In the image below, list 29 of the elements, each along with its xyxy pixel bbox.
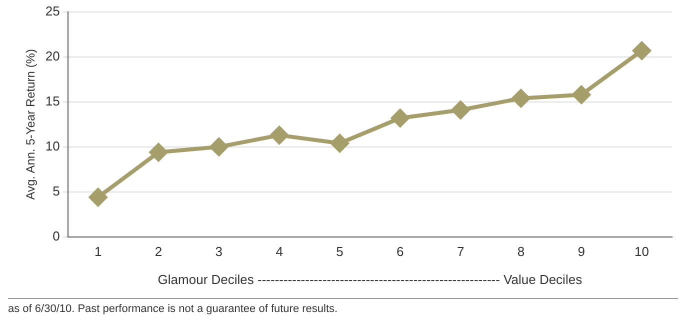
text: as of 6/30/10. Past performance is not a guarantee of future results. [8,298,678,315]
point [270,126,288,144]
y-tick-label: 20 [45,48,60,64]
y-tick-label: 15 [45,94,60,108]
y-tick-label: 0 [52,228,60,244]
point [330,134,349,152]
x-tick-label: 8 [517,244,525,260]
y-axis-title: Avg. Ann. 5-Year Return (%) [24,49,38,200]
point [210,138,228,156]
x-tick-label: 4 [276,244,283,260]
x-tick-label: 6 [396,244,404,260]
x-tick-label: 7 [456,244,464,260]
y-tick-label: 5 [52,183,60,198]
y-tick-label: 10 [45,138,60,154]
x-tick-label: 1 [94,244,102,260]
x-axis-title: Glamour Deciles -------------------------------------------------------- Value Deciles [158,272,583,287]
x-tick-label: 10 [634,244,650,260]
point [572,86,590,104]
point [391,109,410,128]
point [452,101,470,120]
x-tick-label: 9 [578,244,585,260]
point [632,42,651,60]
point [89,188,108,206]
x-tick-label: 3 [215,244,223,260]
point [149,143,168,162]
x-tick-label: 2 [154,244,162,260]
y-tick-label: 25 [45,4,60,19]
x-tick-label: 5 [336,244,344,260]
point [512,89,530,108]
